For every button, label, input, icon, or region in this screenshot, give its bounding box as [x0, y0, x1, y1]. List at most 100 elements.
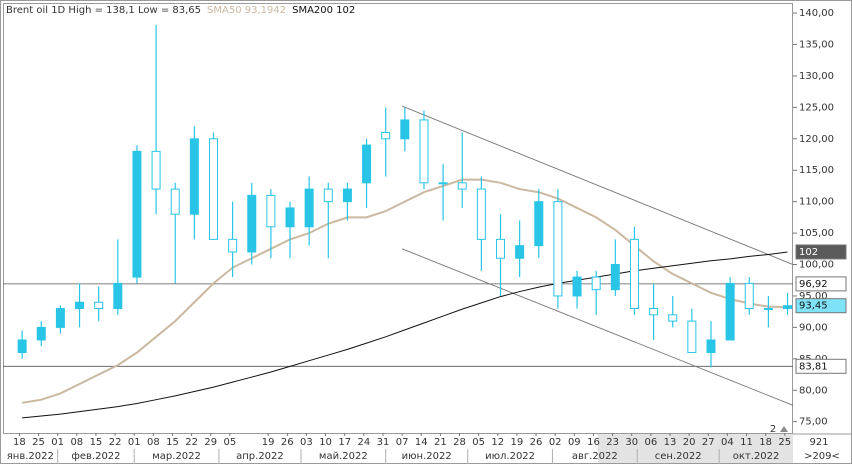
x-tick-label: 19 [511, 437, 524, 448]
bar-count: 921 [809, 437, 828, 448]
candle-body [763, 308, 773, 311]
y-tick-label: 75,00 [799, 417, 828, 428]
y-tick-label: 125,00 [799, 102, 834, 113]
y-tick-label: 100,00 [799, 260, 834, 271]
candle-body [572, 276, 582, 297]
price-tag [795, 244, 847, 260]
candle-body [247, 194, 257, 253]
candle-body [323, 188, 333, 203]
x-tick-label: 16 [587, 437, 600, 448]
legend-entry: SMA200 102 [292, 5, 355, 16]
trendline [401, 105, 794, 265]
y-tick-label: 120,00 [799, 134, 834, 145]
candle-body [725, 282, 735, 341]
x-tick-label: 04 [721, 437, 734, 448]
candle-body [208, 138, 218, 240]
x-tick-label: 29 [204, 437, 217, 448]
legend-entry: SMA50 93,1942 [207, 5, 286, 16]
y-tick-label: 140,00 [799, 8, 834, 19]
candle-body [132, 150, 142, 278]
candle-body [17, 339, 27, 354]
candle-body [381, 132, 391, 140]
candle-body [36, 326, 46, 341]
candle-body [266, 194, 276, 228]
candle-body [94, 301, 104, 310]
candle-body [591, 276, 601, 291]
x-tick-label: 11 [740, 437, 753, 448]
month-label: окт.2022 [733, 451, 780, 462]
candle-body [496, 238, 506, 259]
month-label: май.2022 [319, 451, 368, 462]
x-tick-label: 26 [281, 437, 294, 448]
candle-body [151, 150, 161, 190]
x-tick-label: 03 [300, 437, 313, 448]
x-tick-label: 22 [185, 437, 198, 448]
price-tag [795, 298, 847, 314]
month-label: янв.2022 [7, 451, 54, 462]
price-tag-label: 93,45 [799, 301, 828, 312]
candle-body [706, 339, 716, 354]
month-label: июн.2022 [402, 451, 452, 462]
x-tick-label: 27 [702, 437, 715, 448]
y-tick-label: 95,00 [799, 291, 828, 302]
candle-body [304, 188, 314, 228]
x-tick-label: 25 [32, 437, 45, 448]
y-tick-label: 105,00 [799, 228, 834, 239]
chart-title: Brent oil 1D High = 138,1 Low = 83,65 [6, 5, 201, 16]
candle-body [285, 207, 295, 228]
price-tag-label: 96,92 [799, 279, 828, 290]
candle-body [534, 201, 544, 247]
sma-line [22, 251, 788, 419]
month-label: фев.2022 [71, 451, 120, 462]
y-tick-label: 80,00 [799, 385, 828, 396]
y-tick-label: 135,00 [799, 39, 834, 50]
x-tick-label: 21 [434, 437, 447, 448]
candle-body [457, 182, 467, 190]
plot-border [3, 3, 793, 434]
x-tick-label: 28 [453, 437, 466, 448]
x-tick-label: 23 [606, 437, 619, 448]
x-tick-label: 12 [491, 437, 504, 448]
month-label: авг.2022 [572, 451, 618, 462]
candle-body [687, 320, 697, 354]
x-tick-label: 18 [759, 437, 772, 448]
month-label: сен.2022 [655, 451, 702, 462]
page-arrow[interactable] [780, 426, 788, 432]
range-label[interactable]: >209< [804, 451, 840, 462]
x-tick-label: 06 [644, 437, 657, 448]
candle-body [170, 188, 180, 215]
y-tick-label: 115,00 [799, 165, 834, 176]
x-tick-label: 01 [128, 437, 141, 448]
x-tick-label: 09 [568, 437, 581, 448]
candle-body [342, 188, 352, 203]
x-tick-label: 10 [319, 437, 332, 448]
candle-body [113, 282, 123, 310]
x-tick-label: 18 [13, 437, 26, 448]
candle-body [438, 182, 448, 185]
x-tick-label: 01 [51, 437, 64, 448]
candle-body [419, 119, 429, 184]
x-tick-label: 24 [357, 437, 370, 448]
x-tick-label: 17 [338, 437, 351, 448]
price-tag-label: 102 [799, 247, 818, 258]
x-scroll-highlight [598, 434, 793, 464]
page-number: 2 [770, 424, 776, 435]
x-tick-label: 14 [415, 437, 428, 448]
month-label: июл.2022 [485, 451, 535, 462]
x-tick-label: 20 [683, 437, 696, 448]
y-tick-label: 110,00 [799, 197, 834, 208]
y-tick-label: 90,00 [799, 322, 828, 333]
x-tick-label: 08 [70, 437, 83, 448]
x-tick-label: 05 [224, 437, 237, 448]
candle-body [228, 238, 238, 253]
candle-body [783, 305, 793, 310]
candle-body [400, 119, 410, 140]
x-tick-label: 08 [147, 437, 160, 448]
candle-body [362, 144, 372, 184]
x-tick-label: 02 [549, 437, 562, 448]
price-tag-label: 83,81 [799, 361, 828, 372]
candle-body [476, 188, 486, 240]
x-tick-label: 30 [625, 437, 638, 448]
